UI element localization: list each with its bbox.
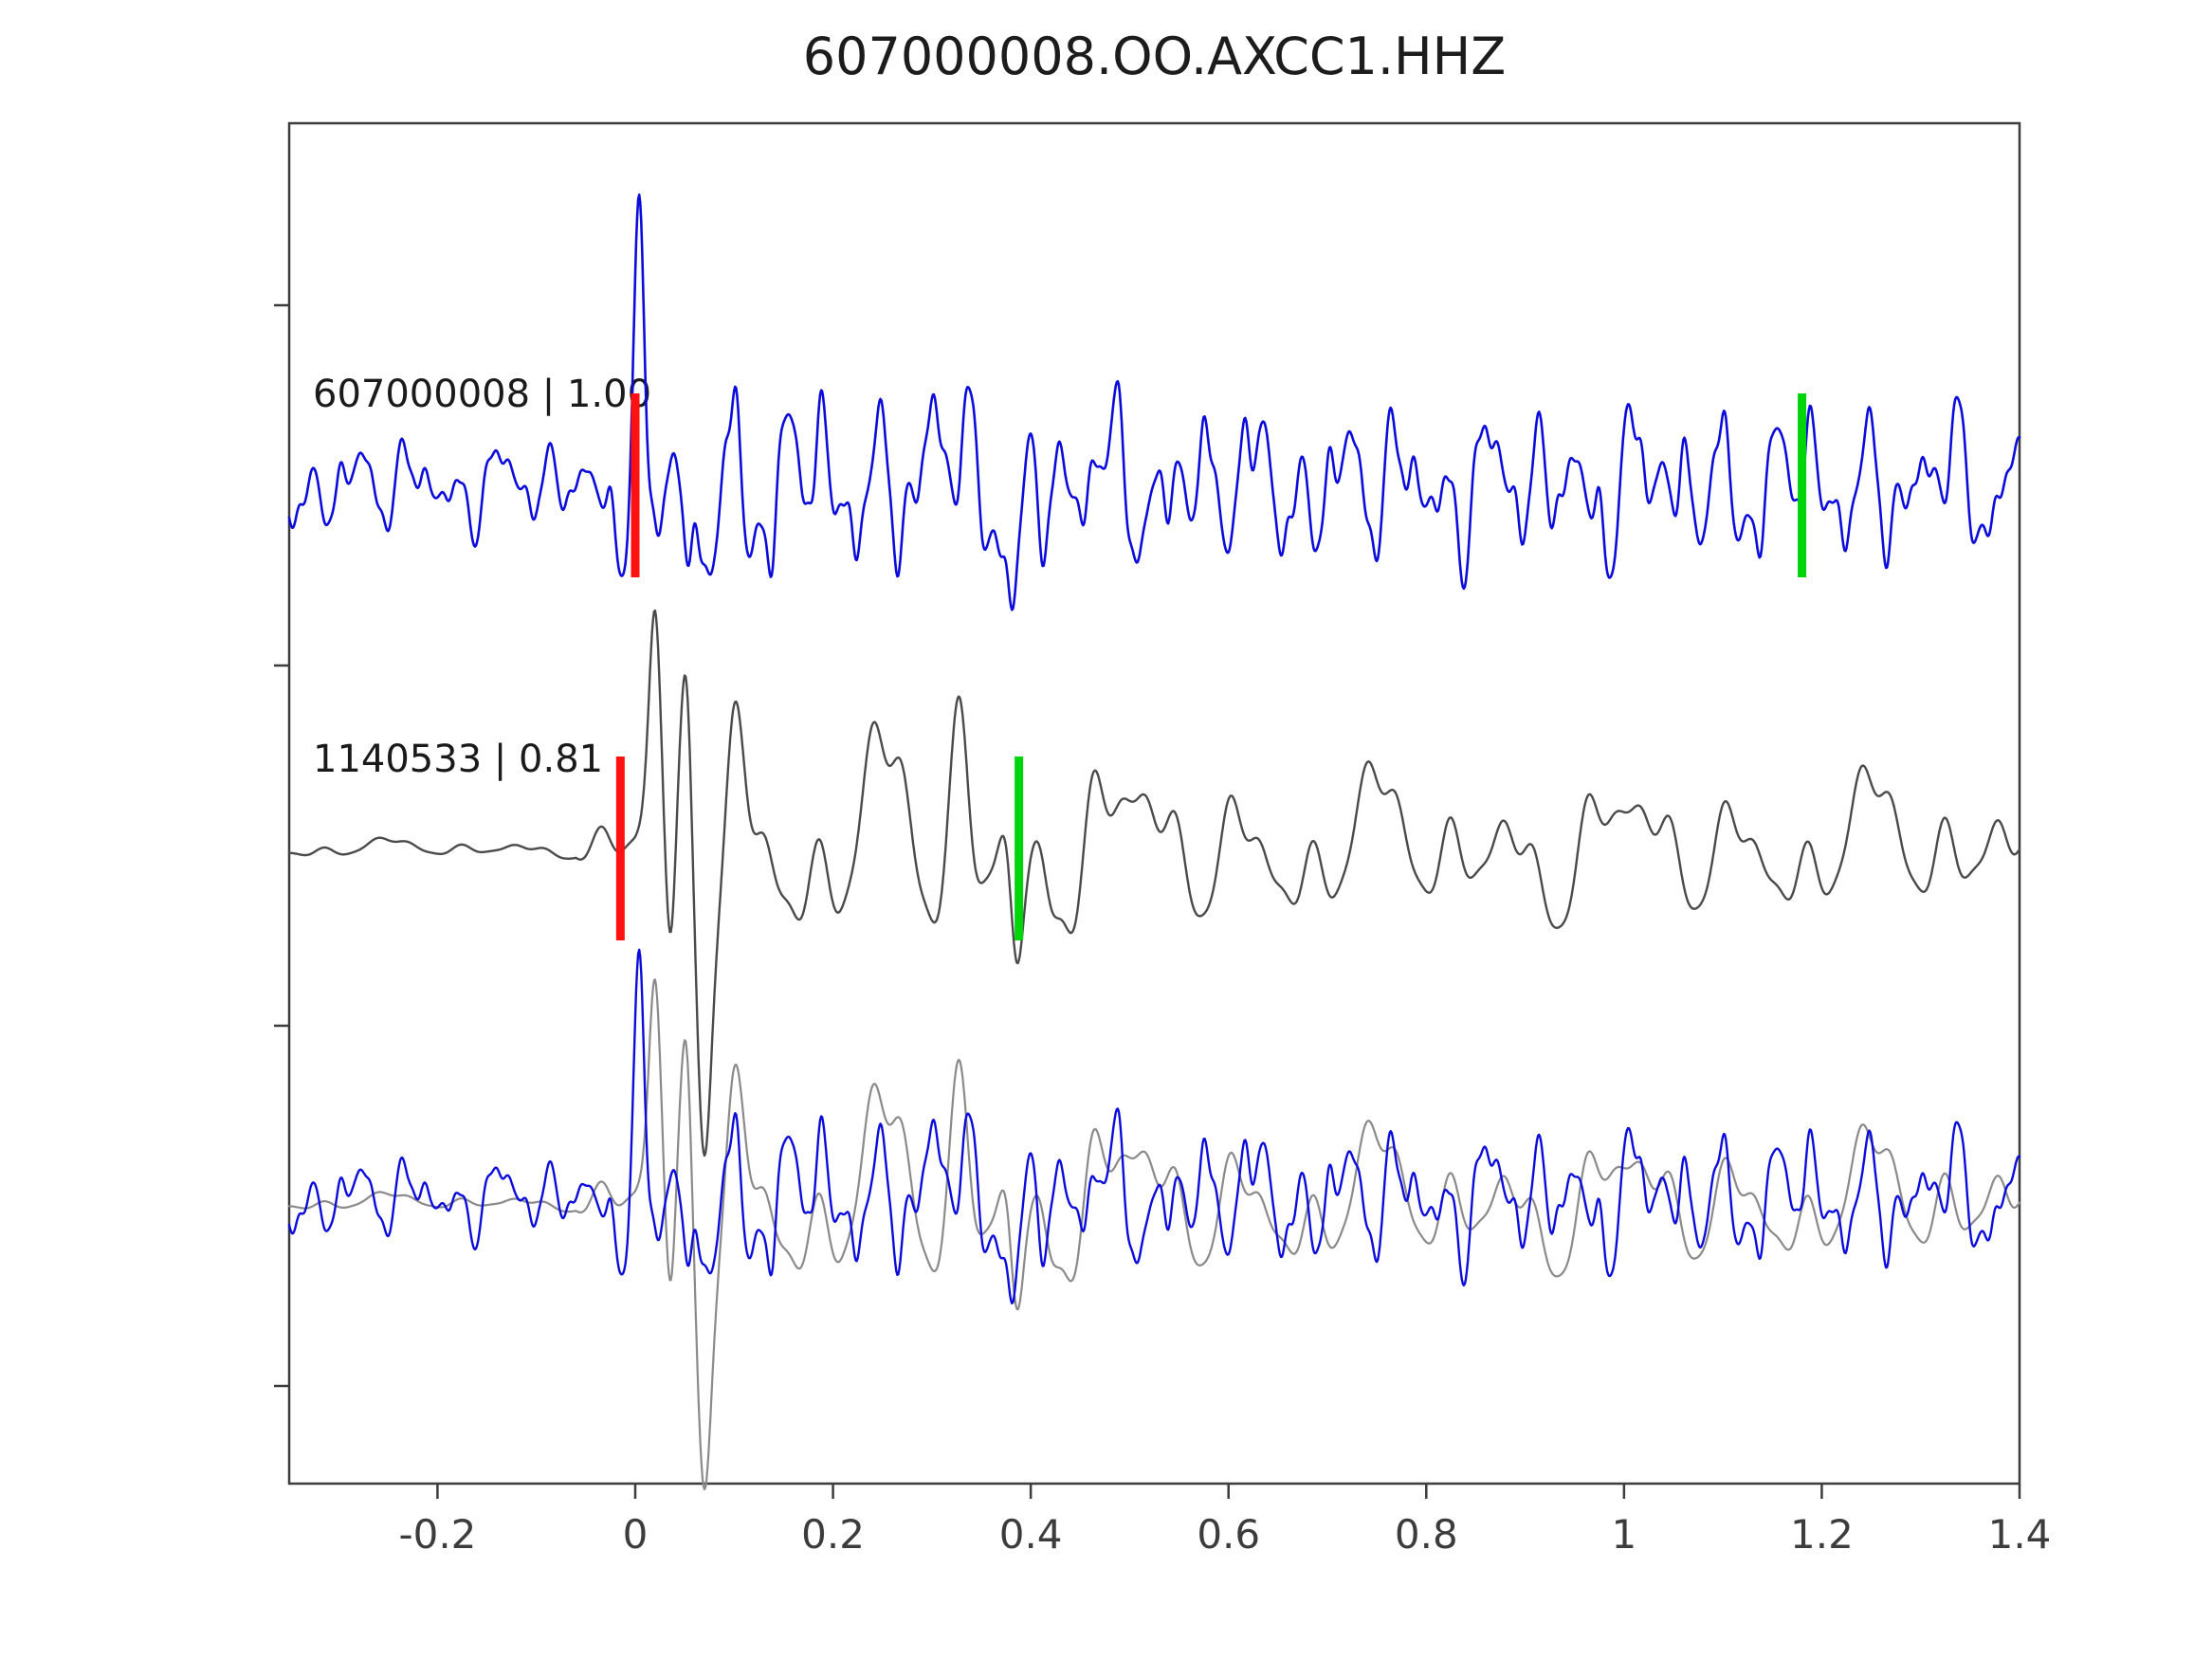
- trace-overlay-blue: [287, 948, 2021, 1304]
- x-tick-label: 0.8: [1395, 1511, 1458, 1558]
- figure-title: 607000008.OO.AXCC1.HHZ: [802, 27, 1507, 86]
- x-tick-label: 0.6: [1197, 1511, 1260, 1558]
- trace-overlay-gray: [287, 978, 2021, 1491]
- trace-detection-mid: [287, 609, 2021, 1158]
- trace-label-template: 607000008 | 1.00: [313, 373, 652, 416]
- x-tick-label: 0: [623, 1511, 649, 1558]
- x-tick-label: -0.2: [398, 1511, 476, 1558]
- x-tick-label: 0.2: [801, 1511, 865, 1558]
- x-tick-label: 1.4: [1988, 1511, 2052, 1558]
- trace-template-top: [287, 193, 2021, 611]
- x-tick-label: 1.2: [1790, 1511, 1854, 1558]
- x-tick-label: 1: [1611, 1511, 1636, 1558]
- trace-label-detection: 1140533 | 0.81: [313, 738, 604, 781]
- axes-box: [287, 121, 2021, 1486]
- x-tick-label: 0.4: [999, 1511, 1063, 1558]
